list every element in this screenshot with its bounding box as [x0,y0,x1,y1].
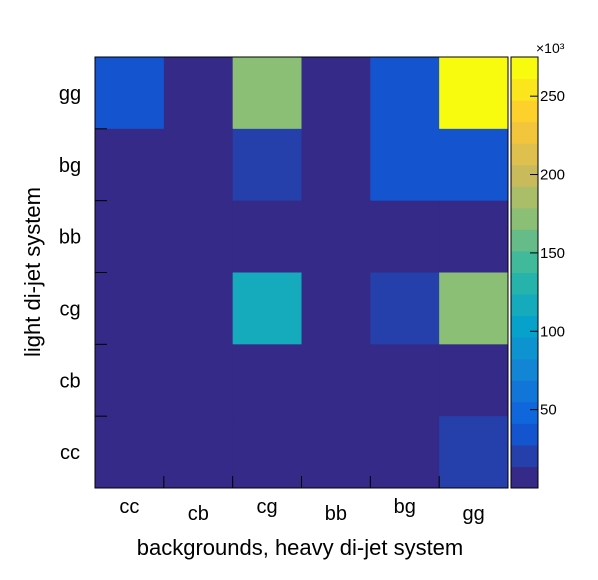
heatmap-cell [163,128,234,202]
y-tick-label: cb [59,370,80,392]
heatmap-cell [439,272,509,345]
x-tick-label: cg [257,496,278,518]
heatmap-cell [370,57,440,130]
y-tick-label: cc [60,442,80,464]
colorbar-level [511,444,538,467]
heatmap-cell [95,57,165,130]
y-axis-label: light di-jet system [20,187,45,357]
colorbar-tick-label: 200 [540,167,565,184]
colorbar-level [511,250,538,273]
heatmap-cell [439,57,509,130]
colorbar-level [511,337,538,360]
colorbar-level [511,164,538,187]
heatmap-cell [232,57,302,130]
heatmap-cell [232,416,302,489]
colorbar-level [511,358,538,381]
heatmap-cell [370,200,440,273]
heatmap-cell [439,200,509,273]
heatmap-cell [301,344,371,417]
heatmap-cell [439,344,509,417]
heatmap-cell [370,416,440,489]
heatmap-cell [163,57,234,130]
x-tick-label: gg [462,503,484,525]
colorbar-tick-label: 50 [540,402,557,419]
colorbar-level [511,57,538,80]
z-exponent-label: ×10³ [536,40,565,56]
heatmap-cell [232,200,302,273]
colorbar-level [511,207,538,230]
heatmap-cell [301,57,371,130]
colorbar-level [511,78,538,101]
heatmap-cell [301,272,371,345]
y-tick-label: bb [59,227,81,249]
heatmap-cell [95,344,165,417]
colorbar-tick-label: 100 [540,323,565,340]
heatmap-cell [301,416,371,489]
colorbar-level [511,401,538,424]
colorbar-level [511,315,538,338]
heatmap-cell [163,344,234,417]
x-tick-label: bb [325,503,347,525]
colorbar-level [511,272,538,295]
heatmap-cell [232,344,302,417]
y-tick-label: bg [59,155,81,177]
colorbar-level [511,121,538,144]
y-tick-label: gg [59,83,81,105]
heatmap-cell [95,128,165,202]
x-tick-label: bg [394,496,416,518]
heatmap-cell [370,344,440,417]
heatmap-cell [163,272,234,345]
heatmap-cell [301,200,371,273]
heatmap-cell [301,128,371,202]
colorbar-frame [510,56,539,489]
heatmap-cell [232,272,302,345]
x-axis-label: backgrounds, heavy di-jet system [137,535,464,560]
colorbar-level [511,423,538,446]
heatmap-cell [163,200,234,273]
colorbar-level [511,143,538,166]
heatmap-cell [370,128,440,202]
heatmap-cell [163,416,234,489]
heatmap-cell [232,128,302,202]
x-tick-label: cb [188,503,209,525]
colorbar-level [511,186,538,209]
colorbar-level [511,294,538,317]
heatmap-cell [95,416,165,489]
heatmap-cell [370,272,440,345]
y-tick-label: cg [59,298,80,320]
heatmap-cell [95,272,165,345]
colorbar-level [511,380,538,403]
colorbar-tick-label: 250 [540,88,565,105]
colorbar-level [511,229,538,252]
x-tick-label: cc [119,496,139,518]
colorbar-level [511,100,538,123]
colorbar-level [511,466,538,489]
heatmap-cell [95,200,165,273]
heatmap-cell [439,128,509,202]
heatmap-cell [439,416,509,489]
colorbar-tick-label: 150 [540,245,565,262]
